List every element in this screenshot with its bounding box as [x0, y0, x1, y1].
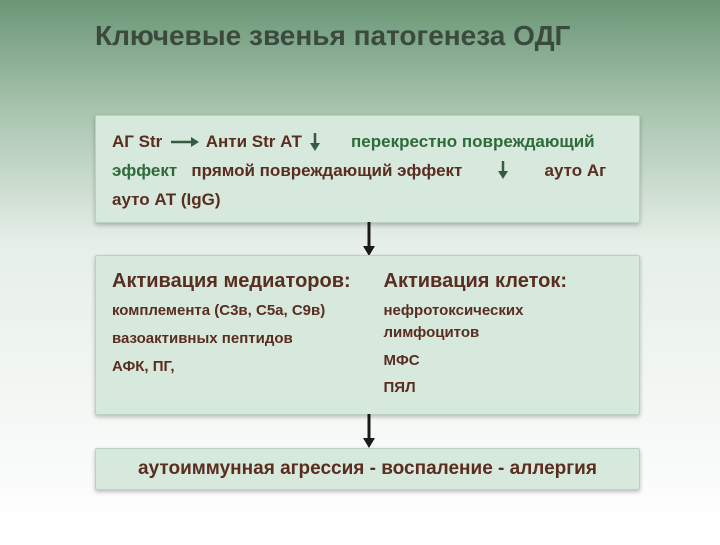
- cells-l3: ПЯЛ: [384, 377, 624, 399]
- arrow-down-icon: [309, 133, 321, 151]
- mediators-l2: вазоактивных пептидов: [112, 328, 352, 350]
- cells-l2: МФС: [384, 350, 624, 372]
- mediators-l3: АФК, ПГ,: [112, 356, 352, 378]
- b1-anti-str: Анти Str АТ: [206, 132, 302, 151]
- arrow-down-icon: [361, 222, 377, 256]
- b1-auto-ag: ауто Аг: [545, 161, 607, 180]
- b1-direct-effect: прямой повреждающий эффект: [191, 161, 462, 180]
- arrow-right-icon: [169, 136, 199, 148]
- mediators-head: Активация медиаторов:: [112, 270, 352, 292]
- arrow-down-icon: [361, 414, 377, 448]
- b1-ag-str: АГ Str: [112, 132, 162, 151]
- box-bottom: аутоиммунная агрессия - воспаление - алл…: [95, 448, 640, 490]
- bottom-text: аутоиммунная агрессия - воспаление - алл…: [138, 458, 597, 480]
- slide-title: Ключевые звенья патогенеза ОДГ: [95, 20, 655, 52]
- b1-auto-at: ауто АТ (IgG): [112, 190, 221, 209]
- col-cells: Активация клеток: нефротоксических лимфо…: [368, 256, 640, 414]
- cells-head: Активация клеток:: [384, 270, 624, 292]
- b1-cross-effect-a: перекрестно повреждающий: [351, 132, 595, 151]
- b1-cross-effect-b: эффект: [112, 161, 177, 180]
- mediators-l1: комплемента (С3в, С5а, С9в): [112, 300, 352, 322]
- col-mediators: Активация медиаторов: комплемента (С3в, …: [96, 256, 368, 414]
- box-middle: Активация медиаторов: комплемента (С3в, …: [95, 255, 640, 415]
- box-top: АГ Str Анти Str АТ перекрестно повреждаю…: [95, 115, 640, 223]
- cells-l1: нефротоксических лимфоцитов: [384, 300, 624, 344]
- arrow-down-icon: [497, 161, 509, 179]
